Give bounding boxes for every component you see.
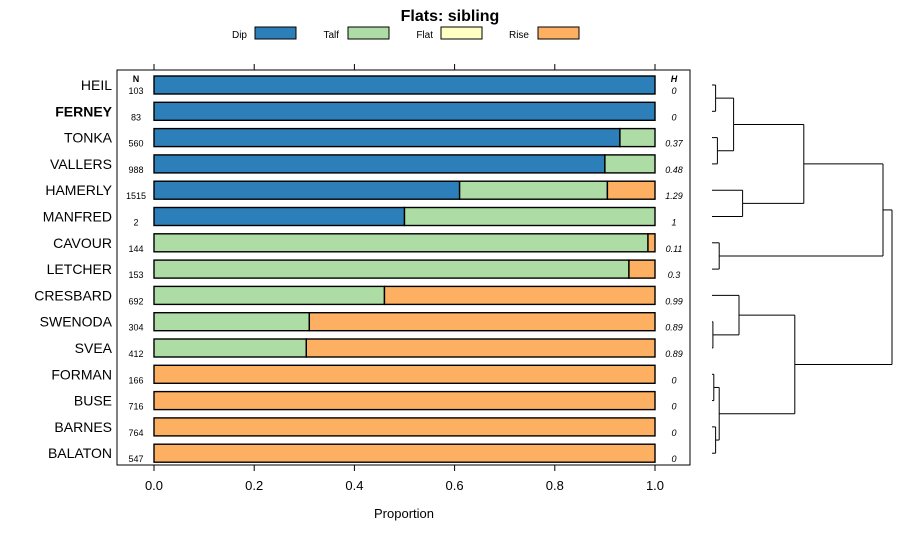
x-axis-label: Proportion [374,506,434,521]
bar-segment-talf [403,206,656,227]
h-value: 0 [671,428,676,438]
legend-swatch-talf [347,26,390,40]
category-label: CRESBARD [34,287,112,303]
legend-swatch-rise [537,26,580,40]
category-label: FORMAN [51,366,112,382]
n-column-header: N [133,74,140,84]
legend-label-rise: Rise [509,30,529,41]
n-value: 547 [128,454,143,464]
h-value: 1 [671,218,676,228]
bar-segment-rise [647,233,656,253]
bar-segment-talf [153,233,649,253]
legend-swatch-dip [254,26,297,40]
category-label: TONKA [64,130,113,146]
bar-segment-rise [153,364,656,384]
bar-segment-dip [153,180,461,200]
category-label: VALLERS [50,156,112,172]
n-value: 412 [128,349,143,359]
bar-segment-rise [153,390,656,411]
x-tick-label: 0.2 [245,478,263,493]
legend-label-talf: Talf [323,30,339,41]
legend-label-flat: Flat [416,30,433,41]
bar-segment-dip [153,75,656,95]
n-value: 692 [128,296,143,306]
category-label: BALATON [48,445,112,461]
category-label: LETCHER [47,261,112,277]
bar-segment-rise [153,443,656,463]
h-value: 0.37 [665,139,684,149]
h-value: 1.29 [665,191,683,201]
category-label: HAMERLY [45,182,112,198]
h-value: 0 [671,86,676,96]
x-tick-label: 0.8 [546,478,564,493]
x-axis: 0.0 0.2 0.4 0.6 0.8 1.0 [145,64,664,493]
bar-segment-rise [383,285,656,306]
bar-segment-talf [153,338,308,358]
bar-segment-dip [153,127,621,148]
n-value: 988 [128,165,143,175]
category-label: BUSE [74,393,112,409]
h-value: 0.99 [665,296,683,306]
bar-segment-rise [308,312,656,332]
bar-segment-rise [153,417,656,437]
h-value: 0.3 [668,270,681,280]
n-value: 764 [128,428,143,438]
bar-segment-dip [153,154,606,174]
n-value: 2 [133,218,138,228]
n-value: 1515 [126,191,146,201]
n-value: 144 [128,244,143,254]
plot-frame [116,69,691,466]
category-label: MANFRED [43,209,112,225]
bar-segment-rise [305,338,656,358]
n-value: 153 [128,270,143,280]
bar-segment-talf [153,285,386,306]
x-tick-label: 0.4 [345,478,363,493]
h-value: 0.48 [665,165,683,175]
legend: Dip Talf Flat Rise [232,26,580,41]
x-tick-label: 0.6 [446,478,464,493]
n-value: 103 [128,86,143,96]
bar-segment-talf [619,127,656,148]
category-label: FERNEY [55,103,112,119]
x-tick-label: 0.0 [145,478,163,493]
category-label: CAVOUR [53,235,112,251]
chart-title: Flats: sibling [401,8,500,25]
category-label: SWENODA [40,314,113,330]
h-value: 0 [671,375,676,385]
legend-swatch-flat [440,26,483,40]
n-value: 716 [128,402,143,412]
bar-segment-dip [153,101,656,122]
dendrogram [712,84,893,454]
h-value: 0 [671,454,676,464]
category-label: BARNES [54,419,112,435]
x-tick-label: 1.0 [646,478,664,493]
h-value: 0.89 [665,349,683,359]
bar-rows: HEIL 103 0 FERNEY 83 0 TONKA 560 0.37 VALLERS 988 0… [34,75,684,464]
legend-label-dip: Dip [232,30,247,41]
bar-segment-talf [604,154,656,174]
h-value: 0.11 [666,244,683,254]
bar-segment-talf [458,180,609,200]
category-label: HEIL [81,77,112,93]
n-value: 83 [131,112,141,122]
bar-segment-rise [628,259,656,279]
h-value: 0 [671,112,676,122]
n-value: 560 [128,139,143,149]
h-value: 0.89 [665,323,683,333]
h-value: 0 [671,402,676,412]
bar-segment-dip [153,206,406,227]
category-label: SVEA [75,340,113,356]
bar-segment-talf [153,312,311,332]
n-value: 304 [128,323,143,333]
bar-segment-talf [153,259,630,279]
bar-segment-rise [606,180,656,200]
h-column-header: H [671,74,678,84]
n-value: 166 [128,375,143,385]
